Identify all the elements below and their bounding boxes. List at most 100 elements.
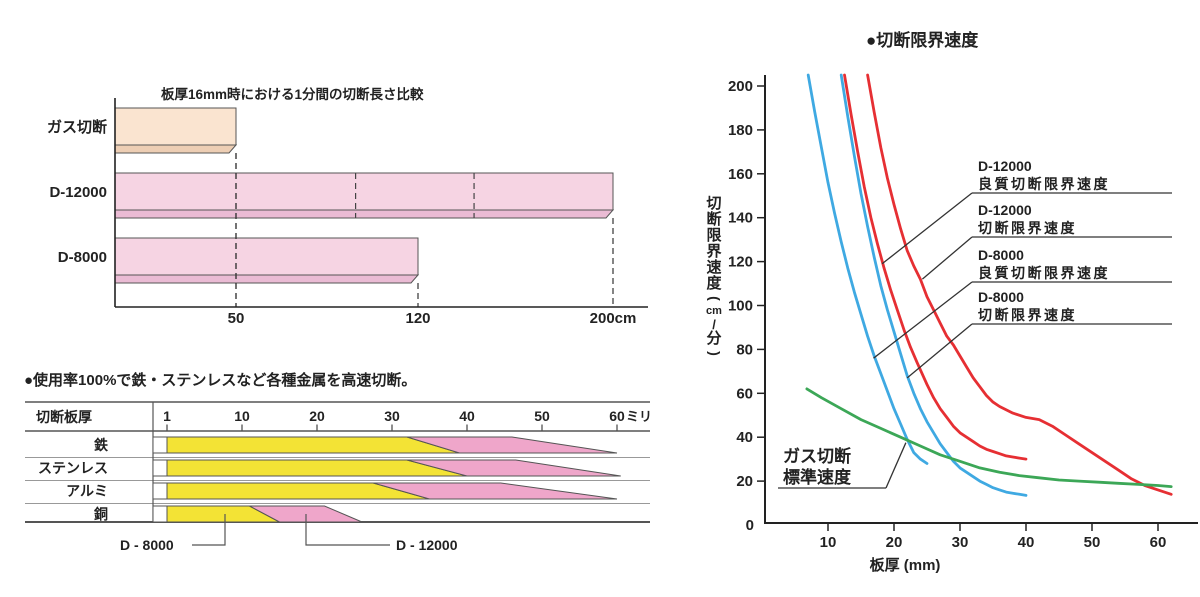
material-label: 銅 xyxy=(94,506,108,522)
y-tick-label: 80 xyxy=(736,341,753,358)
label-kind: 良質切断限界速度 xyxy=(978,176,1110,192)
gas-label-line1: ガス切断 xyxy=(783,446,851,466)
label-model: D-8000 xyxy=(978,247,1024,263)
legend-connector-d8000 xyxy=(192,514,226,546)
y-axis-title-char: 切 xyxy=(706,195,722,212)
thickness-unit-label: ミリ xyxy=(626,409,652,424)
material-label: ステンレス xyxy=(38,460,108,476)
material-row-銅: 銅 xyxy=(94,505,363,523)
label-leader-line xyxy=(885,442,907,489)
y-axis-title-char: 度 xyxy=(706,275,722,292)
bar-category-label: ガス切断 xyxy=(47,118,107,136)
label-model: D-12000 xyxy=(978,158,1032,174)
bar-shadow-face xyxy=(114,209,615,219)
cutting-length-chart-title: 板厚16mm時における1分間の切断長さ比較 xyxy=(161,87,424,102)
series-label-D-12000 切断限界速度: D-12000 切断限界速度 xyxy=(921,202,1172,280)
curve-D-12000 良質切断限界速度 xyxy=(843,73,1028,461)
bar-shadow-face xyxy=(114,274,420,284)
bar-category-label: D-8000 xyxy=(58,249,107,266)
x-tick-label: 200cm xyxy=(590,310,637,327)
limit-speed-chart: 0 20 40 60 80 100 120 140 160 180 200 10 20 30 40 50 60 板… xyxy=(728,73,1198,574)
d12000-range-band xyxy=(406,459,621,477)
x-axis-title: 板厚 (mm) xyxy=(870,556,941,574)
y-axis-title: 切断限界速度 (cm / 分) xyxy=(699,196,729,360)
label-leader-line xyxy=(881,192,973,265)
x-tick-label: 60 xyxy=(1150,534,1167,551)
curve-ガス切断標準速度 xyxy=(805,387,1173,489)
x-tick-label: 50 xyxy=(1084,534,1101,551)
y-tick-label: 0 xyxy=(746,517,754,534)
curve-D-8000 良質切断限界速度 xyxy=(806,73,929,465)
label-leader-line xyxy=(906,323,973,379)
x-tick-label: 50 xyxy=(228,310,245,327)
bar-category-label: D-12000 xyxy=(49,184,107,201)
bar-body xyxy=(114,107,237,146)
thickness-tick-label: 30 xyxy=(384,408,400,424)
y-axis-title-char: 断 xyxy=(706,211,722,228)
bar-body xyxy=(114,172,614,211)
x-tick-label: 10 xyxy=(820,534,837,551)
bar-ガス切断 xyxy=(114,107,238,154)
high-speed-cutting-title: ●使用率100%で鉄・ステンレスなど各種金属を高速切断。 xyxy=(24,372,417,389)
label-leader-line xyxy=(873,281,973,359)
x-tick-label: 40 xyxy=(1018,534,1035,551)
row-start-box xyxy=(152,436,168,454)
y-axis-title-char: 限 xyxy=(706,227,722,244)
row-start-box xyxy=(152,459,168,477)
bar-shadow-face xyxy=(114,144,238,154)
material-row-ステンレス: ステンレス xyxy=(38,459,621,477)
y-tick-label: 20 xyxy=(736,473,753,490)
bar-body xyxy=(114,237,419,276)
legend-label-d12000: D - 12000 xyxy=(396,537,458,553)
thickness-header-label: 切断板厚 xyxy=(36,409,92,425)
y-tick-label: 60 xyxy=(736,385,753,402)
y-tick-label: 180 xyxy=(728,122,753,139)
range-legend: D - 8000 D - 12000 xyxy=(120,514,458,553)
y-axis-title-char: 分 xyxy=(706,330,722,347)
y-tick-label: 140 xyxy=(728,210,753,227)
bar-D-8000 xyxy=(114,237,420,284)
y-tick-label: 200 xyxy=(728,78,753,95)
thickness-tick-label: 60 xyxy=(609,408,625,424)
legend-connector-d12000 xyxy=(305,514,390,546)
x-tick-label: 20 xyxy=(886,534,903,551)
series-label-D-8000 良質切断限界速度: D-8000 良質切断限界速度 xyxy=(873,247,1172,359)
label-leader-line xyxy=(921,236,973,280)
thickness-tick-label: 50 xyxy=(534,408,550,424)
y-axis-title-char: ( xyxy=(706,296,723,301)
thickness-tick-label: 40 xyxy=(459,408,475,424)
row-start-box xyxy=(152,482,168,500)
limit-speed-chart-title: ●切断限界速度 xyxy=(866,31,979,50)
material-row-アルミ: アルミ xyxy=(66,482,618,500)
label-model: D-12000 xyxy=(978,202,1032,218)
y-tick-label: 40 xyxy=(736,429,753,446)
label-kind: 良質切断限界速度 xyxy=(978,265,1110,281)
y-axis-title-char: 速 xyxy=(706,259,722,276)
x-tick-label: 120 xyxy=(405,310,430,327)
gas-label-line2: 標準速度 xyxy=(783,467,852,487)
y-tick-label: 120 xyxy=(728,254,753,271)
thickness-tick-label: 10 xyxy=(234,408,250,424)
row-start-box xyxy=(152,505,168,523)
bar-D-12000 xyxy=(114,172,615,219)
d12000-range-band xyxy=(406,436,618,454)
y-tick-label: 160 xyxy=(728,166,753,183)
curve-D-8000 切断限界速度 xyxy=(839,73,1028,497)
cutting-length-chart: ガス切断 D-12000 D-8000 50 120 200cm xyxy=(47,98,648,327)
series-label-D-8000 切断限界速度: D-8000 切断限界速度 xyxy=(906,289,1172,379)
series-label-D-12000 良質切断限界速度: D-12000 良質切断限界速度 xyxy=(881,158,1172,265)
y-axis-title-char: ) xyxy=(706,351,723,356)
material-label: 鉄 xyxy=(94,437,109,453)
thickness-tick-label: 1 xyxy=(163,408,171,424)
x-tick-label: 30 xyxy=(952,534,969,551)
thickness-tick-label: 20 xyxy=(309,408,325,424)
material-row-鉄: 鉄 xyxy=(94,436,618,454)
curve-D-12000 切断限界速度 xyxy=(866,73,1173,496)
label-kind: 切断限界速度 xyxy=(978,220,1077,236)
label-model: D-8000 xyxy=(978,289,1024,305)
y-axis-title-char: / xyxy=(712,317,716,332)
